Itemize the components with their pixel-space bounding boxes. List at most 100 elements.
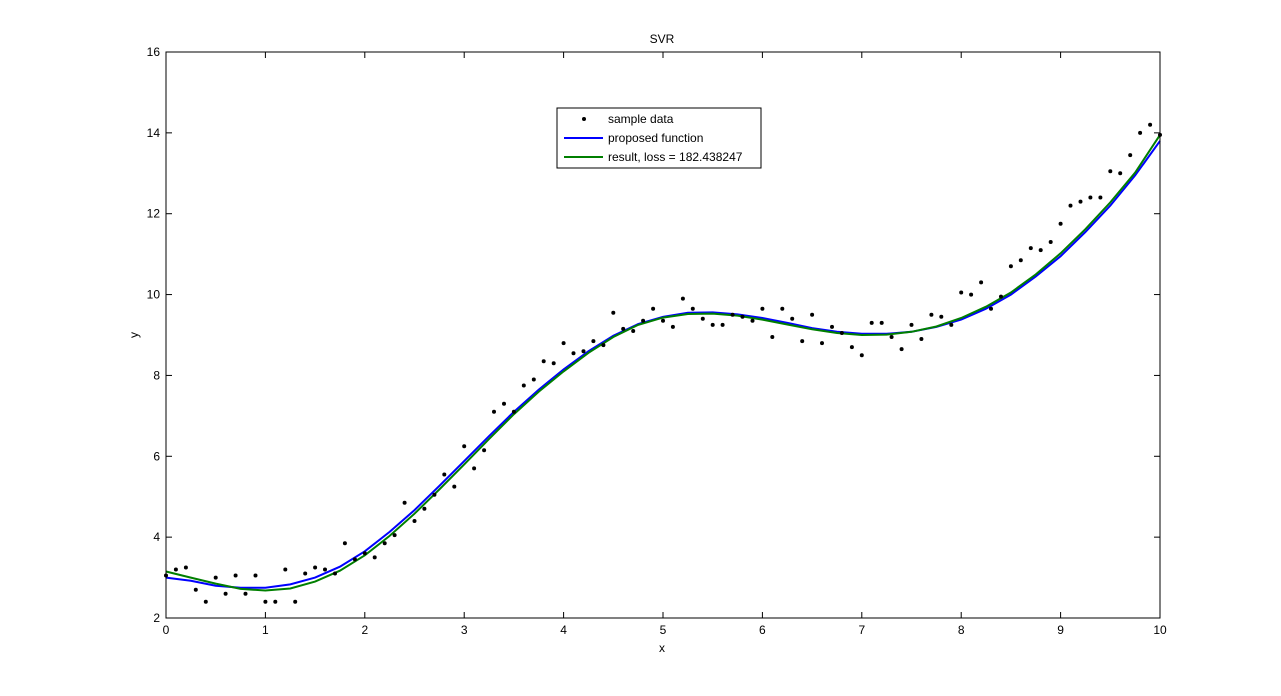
chart-title: SVR [650, 32, 675, 46]
x-tick-label: 2 [361, 623, 368, 637]
sample-point [1028, 246, 1033, 251]
sample-point [283, 567, 288, 572]
sample-point [1088, 195, 1093, 200]
sample-point [183, 565, 188, 570]
sample-point [670, 324, 675, 329]
sample-point [392, 533, 397, 538]
sample-points [164, 122, 1162, 604]
sample-point [820, 341, 824, 346]
sample-point [571, 351, 576, 356]
x-tick-label: 9 [1057, 623, 1064, 637]
sample-point [1078, 199, 1083, 204]
sample-point [750, 318, 755, 323]
sample-point [492, 409, 496, 414]
y-tick-label: 12 [147, 207, 161, 221]
series-line-result [165, 134, 1161, 592]
x-tick-label: 0 [163, 623, 170, 637]
legend: sample data proposed function result, loss… [556, 107, 762, 169]
sample-point [999, 294, 1003, 299]
sample-point [213, 575, 218, 580]
sample-point [690, 306, 695, 311]
x-tick-label: 5 [660, 623, 667, 637]
x-tick-label: 3 [461, 623, 468, 637]
sample-point [342, 541, 347, 546]
sample-point [511, 409, 516, 414]
sample-point [899, 347, 904, 352]
sample-point [1098, 195, 1103, 200]
sample-point [849, 345, 854, 350]
sample-point [203, 599, 208, 604]
sample-point [1128, 153, 1133, 158]
sample-point [969, 292, 974, 297]
sample-point [273, 599, 278, 604]
sample-point [541, 359, 546, 364]
sample-point [233, 573, 238, 578]
y-axis-label: y [127, 332, 141, 338]
sample-point [1108, 169, 1113, 174]
legend-marker-points [582, 117, 586, 121]
sample-point [621, 326, 626, 331]
sample-point [561, 341, 566, 346]
sample-point [760, 306, 765, 311]
sample-point [869, 320, 874, 325]
x-axis-label: x [659, 641, 665, 655]
sample-point [710, 322, 715, 327]
sample-point [1148, 122, 1153, 127]
sample-point [323, 567, 327, 572]
sample-point [482, 448, 487, 453]
sample-point [800, 339, 805, 344]
sample-point [412, 519, 417, 523]
legend-entries: sample data proposed function result, loss… [564, 112, 743, 164]
sample-point [959, 290, 964, 295]
sample-point [601, 343, 606, 348]
sample-point [740, 314, 745, 319]
sample-point [919, 337, 924, 341]
sample-point [909, 322, 914, 327]
sample-point [372, 555, 377, 560]
sample-point [581, 349, 586, 354]
x-tick-label: 6 [759, 623, 766, 637]
y-tick-label: 16 [147, 45, 161, 59]
sample-point [333, 571, 337, 576]
sample-point [641, 318, 646, 323]
sample-point [223, 591, 228, 596]
x-tick-label: 4 [560, 623, 567, 637]
x-tick-label: 7 [858, 623, 865, 637]
sample-point [362, 551, 367, 556]
sample-point [551, 361, 556, 366]
axes-box [165, 51, 1161, 619]
sample-point [929, 312, 934, 317]
y-tick-label: 8 [153, 368, 160, 382]
sample-point [442, 472, 447, 477]
sample-point [700, 316, 705, 321]
sample-point [313, 565, 318, 570]
sample-point [631, 329, 636, 333]
sample-point [939, 314, 944, 319]
sample-point [452, 484, 457, 489]
sample-point [253, 573, 258, 578]
sample-point [243, 591, 248, 596]
sample-point [790, 316, 795, 321]
sample-point [1138, 130, 1143, 135]
sample-point [810, 312, 815, 317]
sample-point [303, 571, 308, 576]
sample-point [432, 492, 437, 497]
sample-point [839, 331, 844, 335]
sample-point [352, 557, 357, 562]
sample-point [472, 466, 477, 471]
sample-point [979, 280, 984, 285]
sample-point [1058, 221, 1063, 226]
sample-point [661, 318, 665, 323]
sample-point [889, 335, 894, 339]
sample-point [502, 401, 506, 406]
sample-point [830, 324, 834, 329]
sample-point [879, 320, 884, 325]
sample-point [1048, 240, 1053, 244]
sample-point [1008, 264, 1013, 269]
sample-point [989, 306, 993, 311]
y-tick-label: 14 [147, 126, 161, 140]
sample-point [422, 506, 427, 511]
